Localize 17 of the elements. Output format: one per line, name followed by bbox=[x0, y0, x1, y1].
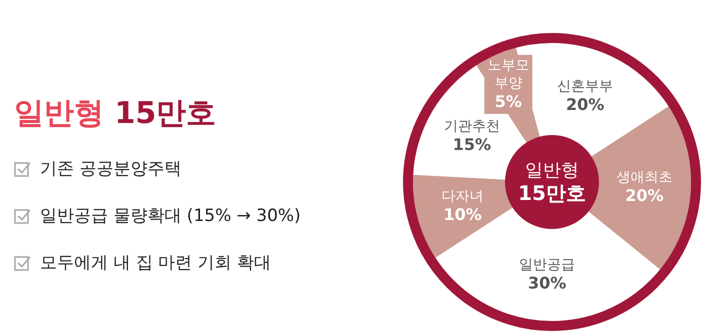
data-label: 15% bbox=[452, 134, 492, 154]
data-label: 20% bbox=[566, 94, 604, 114]
text: 기존 공공분양주택 bbox=[40, 158, 182, 180]
text: 모두에게 내 집 마련 기회 확대 bbox=[40, 252, 272, 274]
data-label: 30% bbox=[528, 274, 566, 293]
data-label: 10% bbox=[444, 205, 482, 224]
slice-label: 생애최초 bbox=[616, 169, 672, 186]
text: 일반형 15만호 bbox=[518, 159, 586, 205]
slice-label: 기관추천 bbox=[444, 118, 500, 134]
slice-label: 일반공급 bbox=[519, 257, 576, 274]
slice-label: 노부모 부양 bbox=[487, 58, 530, 92]
text: 일반형 15만호 bbox=[14, 96, 216, 131]
slice-label: 다자녀 bbox=[442, 188, 484, 205]
data-label: 20% bbox=[625, 186, 664, 205]
data-label: 5% bbox=[494, 92, 522, 112]
text: 일반공급 물량확대 (15% → 30%) bbox=[40, 205, 301, 227]
slice-label: 신혼부부 bbox=[557, 78, 614, 94]
